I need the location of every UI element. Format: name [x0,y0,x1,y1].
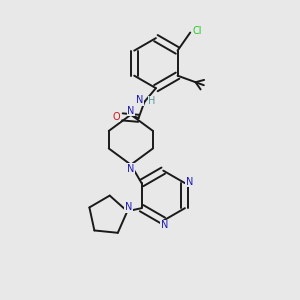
Text: Cl: Cl [193,26,202,36]
Text: N: N [186,177,193,187]
Text: N: N [161,220,168,230]
Text: H: H [148,96,156,106]
Text: N: N [127,106,134,116]
Text: N: N [127,164,134,173]
Text: N: N [136,95,143,105]
Text: O: O [112,112,120,122]
Text: N: N [125,202,132,212]
